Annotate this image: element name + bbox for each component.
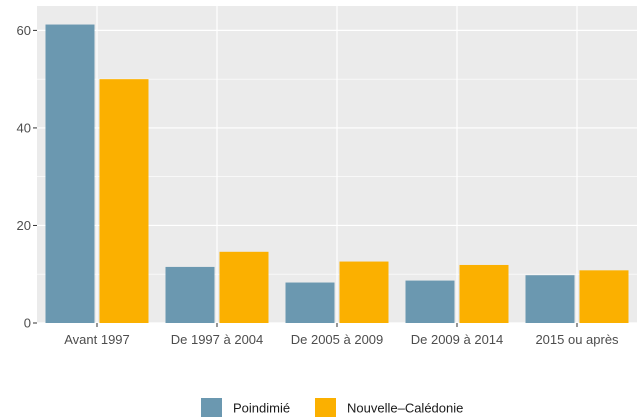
legend-label: Poindimié [233, 401, 290, 416]
bar-series-1 [525, 275, 575, 323]
bar-series-2 [219, 251, 269, 323]
bar-series-1 [405, 280, 455, 323]
bar-series-1 [285, 282, 335, 323]
x-tick-label: De 1997 à 2004 [171, 332, 264, 347]
x-tick-label: 2015 ou après [535, 332, 619, 347]
y-tick-label: 20 [17, 218, 31, 233]
bar-series-1 [165, 266, 215, 323]
legend: Poindimié Nouvelle–Calédonie [201, 398, 463, 417]
legend-key [201, 398, 222, 417]
bar-series-1 [45, 24, 95, 323]
y-tick-label: 40 [17, 120, 31, 135]
legend-key [315, 398, 336, 417]
y-tick-label: 60 [17, 23, 31, 38]
bar-series-2 [339, 261, 389, 323]
x-tick-label: De 2005 à 2009 [291, 332, 384, 347]
x-tick-label: Avant 1997 [64, 332, 130, 347]
bar-series-2 [99, 79, 149, 324]
x-axis: Avant 1997 De 1997 à 2004 De 2005 à 2009 De… [64, 323, 619, 347]
y-tick-label: 0 [24, 316, 31, 331]
bars [45, 24, 629, 324]
x-tick-label: De 2009 à 2014 [411, 332, 504, 347]
legend-label: Nouvelle–Calédonie [347, 401, 463, 416]
bar-series-2 [459, 264, 509, 323]
y-axis: 0 20 40 60 [17, 23, 37, 331]
bar-series-2 [579, 270, 629, 323]
